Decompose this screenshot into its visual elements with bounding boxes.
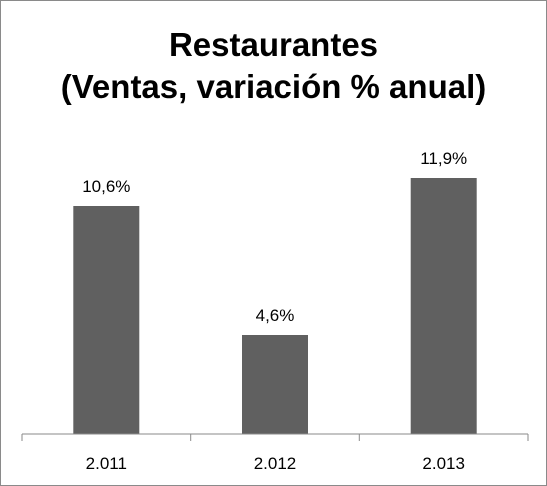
data-label-2.011: 10,6% [82,177,130,196]
bars-layer [73,178,477,434]
chart-title-line-1: Restaurantes [168,26,379,63]
data-label-2.013: 11,9% [420,149,467,168]
bar-2.012 [242,335,308,434]
labels-layer: 10,6% 2.011 4,6% 2.012 11,9% 2.013 [82,149,467,473]
chart-title: Restaurantes (Ventas, variación % anual) [0,24,547,108]
bar-2.013 [410,178,477,434]
chart-title-line-2: (Ventas, variación % anual) [60,68,487,105]
x-tick-label-2.012: 2.012 [254,454,297,473]
x-tick-label-2.011: 2.011 [86,454,127,473]
data-label-2.012: 4,6% [256,306,295,325]
bar-2.011 [73,206,140,434]
x-axis [21,433,529,441]
x-tick-label-2.013: 2.013 [422,454,465,473]
